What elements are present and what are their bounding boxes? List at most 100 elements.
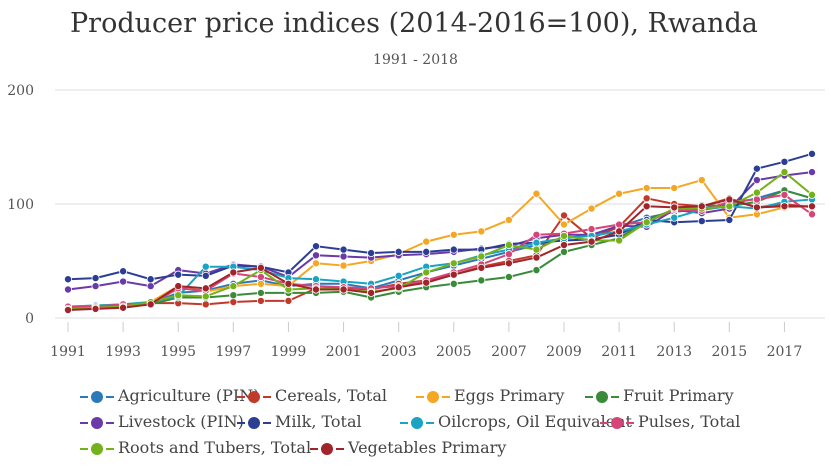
data-point-cereals-total-1997[interactable] bbox=[229, 298, 238, 307]
data-point-vegetables-primary-2007[interactable] bbox=[504, 259, 513, 268]
data-point-eggs-primary-2004[interactable] bbox=[422, 237, 431, 246]
data-point-milk-total-1994[interactable] bbox=[146, 275, 155, 284]
data-point-eggs-primary-1998[interactable] bbox=[256, 279, 265, 288]
data-point-vegetables-primary-2017[interactable] bbox=[780, 202, 789, 211]
data-point-roots-and-tubers-total-1997[interactable] bbox=[229, 282, 238, 291]
data-point-fruit-primary-1997[interactable] bbox=[229, 291, 238, 300]
data-point-eggs-primary-2008[interactable] bbox=[532, 189, 541, 198]
data-point-vegetables-primary-2006[interactable] bbox=[477, 263, 486, 272]
data-point-eggs-primary-2012[interactable] bbox=[642, 184, 651, 193]
data-point-livestock-pin-2016[interactable] bbox=[752, 176, 761, 185]
data-point-vegetables-primary-1996[interactable] bbox=[201, 284, 210, 293]
data-point-vegetables-primary-2004[interactable] bbox=[422, 278, 431, 287]
data-point-vegetables-primary-1992[interactable] bbox=[91, 304, 100, 313]
data-point-milk-total-1996[interactable] bbox=[201, 271, 210, 280]
data-point-vegetables-primary-2000[interactable] bbox=[311, 285, 320, 294]
data-point-eggs-primary-2005[interactable] bbox=[449, 230, 458, 239]
data-point-pulses-total-2008[interactable] bbox=[532, 230, 541, 239]
data-point-pulses-total-2010[interactable] bbox=[587, 225, 596, 234]
data-point-eggs-primary-2009[interactable] bbox=[560, 220, 569, 229]
data-point-vegetables-primary-2002[interactable] bbox=[367, 288, 376, 297]
data-point-milk-total-2014[interactable] bbox=[697, 217, 706, 226]
data-point-milk-total-2016[interactable] bbox=[752, 164, 761, 173]
data-point-milk-total-2018[interactable] bbox=[808, 149, 817, 158]
data-point-vegetables-primary-2008[interactable] bbox=[532, 253, 541, 262]
data-point-cereals-total-1998[interactable] bbox=[256, 296, 265, 305]
data-point-milk-total-2003[interactable] bbox=[394, 247, 403, 256]
data-point-roots-and-tubers-total-1995[interactable] bbox=[174, 291, 183, 300]
data-point-vegetables-primary-2018[interactable] bbox=[808, 202, 817, 211]
data-point-eggs-primary-2013[interactable] bbox=[670, 184, 679, 193]
data-point-roots-and-tubers-total-2011[interactable] bbox=[615, 236, 624, 245]
data-point-oilcrops-oil-equivalent-1996[interactable] bbox=[201, 262, 210, 271]
data-point-livestock-pin-2018[interactable] bbox=[808, 168, 817, 177]
data-point-vegetables-primary-2010[interactable] bbox=[587, 237, 596, 246]
data-point-milk-total-1991[interactable] bbox=[64, 275, 73, 284]
data-point-roots-and-tubers-total-2004[interactable] bbox=[422, 268, 431, 277]
data-point-fruit-primary-2008[interactable] bbox=[532, 266, 541, 275]
data-point-eggs-primary-2010[interactable] bbox=[587, 204, 596, 213]
data-point-vegetables-primary-1997[interactable] bbox=[229, 268, 238, 277]
data-point-fruit-primary-1998[interactable] bbox=[256, 288, 265, 297]
legend-item-oilcrops-oil-equivalent[interactable]: Oilcrops, Oil Equivalent bbox=[400, 412, 632, 431]
data-point-pulses-total-2016[interactable] bbox=[752, 195, 761, 204]
data-point-cereals-total-2012[interactable] bbox=[642, 194, 651, 203]
data-point-oilcrops-oil-equivalent-2008[interactable] bbox=[532, 238, 541, 247]
data-point-roots-and-tubers-total-2015[interactable] bbox=[725, 202, 734, 211]
data-point-fruit-primary-2006[interactable] bbox=[477, 276, 486, 285]
data-point-eggs-primary-2014[interactable] bbox=[697, 176, 706, 185]
data-point-pulses-total-2011[interactable] bbox=[615, 220, 624, 229]
series-line-pulses-total[interactable] bbox=[68, 193, 813, 308]
legend-item-milk-total[interactable]: Milk, Total bbox=[237, 412, 362, 431]
data-point-milk-total-2005[interactable] bbox=[449, 245, 458, 254]
data-point-milk-total-1995[interactable] bbox=[174, 270, 183, 279]
data-point-vegetables-primary-2001[interactable] bbox=[339, 285, 348, 294]
data-point-vegetables-primary-1993[interactable] bbox=[119, 303, 128, 312]
data-point-roots-and-tubers-total-2008[interactable] bbox=[532, 245, 541, 254]
data-point-roots-and-tubers-total-2012[interactable] bbox=[642, 218, 651, 227]
data-point-eggs-primary-2007[interactable] bbox=[504, 215, 513, 224]
legend-item-roots-and-tubers-total[interactable]: Roots and Tubers, Total bbox=[80, 438, 311, 457]
data-point-oilcrops-oil-equivalent-2003[interactable] bbox=[394, 271, 403, 280]
data-point-roots-and-tubers-total-1996[interactable] bbox=[201, 292, 210, 301]
data-point-milk-total-2002[interactable] bbox=[367, 249, 376, 258]
data-point-roots-and-tubers-total-2016[interactable] bbox=[752, 188, 761, 197]
data-point-vegetables-primary-2003[interactable] bbox=[394, 283, 403, 292]
series-line-livestock-pin[interactable] bbox=[67, 171, 813, 291]
data-point-vegetables-primary-2009[interactable] bbox=[560, 241, 569, 250]
data-point-roots-and-tubers-total-2007[interactable] bbox=[504, 241, 513, 250]
legend-item-vegetables-primary[interactable]: Vegetables Primary bbox=[310, 438, 506, 457]
data-point-eggs-primary-2000[interactable] bbox=[311, 259, 320, 268]
series-line-roots-and-tubers-total[interactable] bbox=[67, 171, 813, 310]
series-line-milk-total[interactable] bbox=[67, 152, 813, 281]
data-point-eggs-primary-2011[interactable] bbox=[615, 189, 624, 198]
data-point-livestock-pin-1991[interactable] bbox=[64, 285, 73, 294]
legend-item-livestock-pin[interactable]: Livestock (PIN) bbox=[80, 412, 244, 431]
legend-item-eggs-primary[interactable]: Eggs Primary bbox=[416, 386, 564, 405]
data-point-roots-and-tubers-total-2017[interactable] bbox=[780, 168, 789, 177]
data-point-pulses-total-2018[interactable] bbox=[808, 210, 817, 219]
data-point-vegetables-primary-1998[interactable] bbox=[256, 263, 265, 272]
data-point-fruit-primary-2005[interactable] bbox=[449, 279, 458, 288]
data-point-vegetables-primary-2011[interactable] bbox=[615, 227, 624, 236]
data-point-roots-and-tubers-total-2018[interactable] bbox=[808, 190, 817, 199]
data-point-vegetables-primary-1994[interactable] bbox=[146, 300, 155, 309]
data-point-milk-total-2000[interactable] bbox=[311, 242, 320, 251]
data-point-milk-total-1992[interactable] bbox=[91, 274, 100, 283]
series-line-oilcrops-oil-equivalent[interactable] bbox=[67, 198, 813, 308]
data-point-milk-total-2017[interactable] bbox=[780, 157, 789, 166]
data-point-roots-and-tubers-total-2005[interactable] bbox=[449, 259, 458, 268]
data-point-vegetables-primary-2015[interactable] bbox=[725, 195, 734, 204]
data-point-roots-and-tubers-total-2009[interactable] bbox=[560, 231, 569, 240]
data-point-livestock-pin-1993[interactable] bbox=[119, 277, 128, 286]
data-point-pulses-total-2017[interactable] bbox=[780, 190, 789, 199]
data-point-vegetables-primary-2012[interactable] bbox=[642, 202, 651, 211]
data-point-cereals-total-2009[interactable] bbox=[560, 211, 569, 220]
data-point-livestock-pin-2001[interactable] bbox=[339, 252, 348, 261]
series-vegetables-primary[interactable] bbox=[64, 195, 817, 315]
data-point-cereals-total-1996[interactable] bbox=[201, 300, 210, 309]
data-point-vegetables-primary-1999[interactable] bbox=[284, 279, 293, 288]
data-point-vegetables-primary-2014[interactable] bbox=[697, 202, 706, 211]
data-point-fruit-primary-2007[interactable] bbox=[504, 272, 513, 281]
data-point-oilcrops-oil-equivalent-2000[interactable] bbox=[311, 275, 320, 284]
